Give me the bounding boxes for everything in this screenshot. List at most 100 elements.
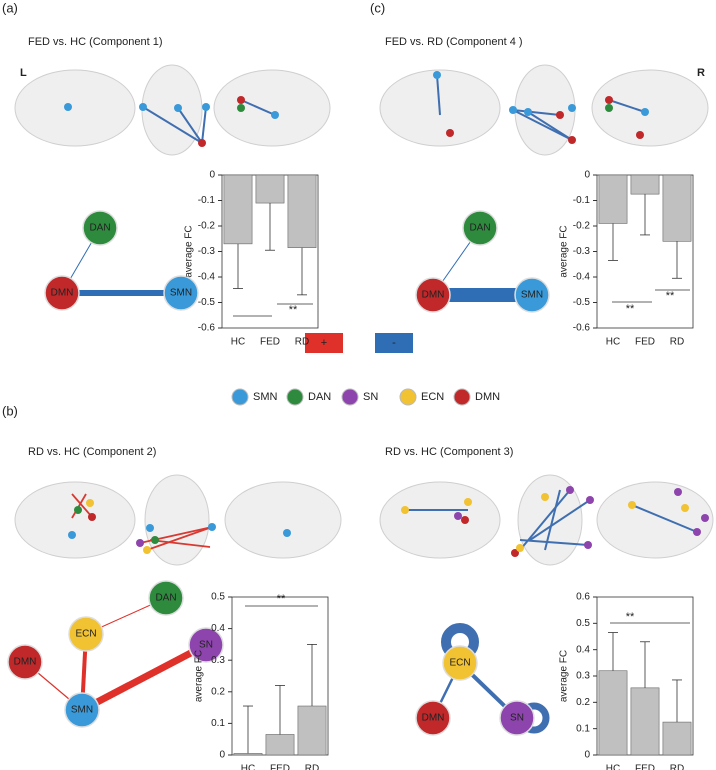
- panel-title: FED vs. HC (Component 1): [28, 36, 162, 48]
- y-axis-label: average FC: [194, 650, 205, 702]
- bar: [255, 174, 285, 204]
- legend-marker: [453, 388, 471, 406]
- network-edge: [80, 641, 208, 714]
- y-tick-label: -0.3: [198, 246, 216, 257]
- network-node: [163, 275, 199, 311]
- sign-swatch: [305, 333, 343, 353]
- legend-marker: [286, 388, 304, 406]
- y-tick-label: 0.3: [211, 655, 225, 666]
- y-tick-label: 0: [584, 750, 590, 761]
- hemisphere-label: R: [697, 67, 705, 79]
- y-tick-label: 0.5: [211, 592, 225, 603]
- error-bar: [243, 705, 253, 754]
- error-bar: [297, 247, 307, 296]
- y-tick-label: -0.6: [573, 323, 591, 334]
- x-tick-label: HC: [606, 337, 620, 348]
- panel-label: (b): [2, 403, 18, 418]
- sign-label: -: [392, 337, 396, 349]
- y-tick-label: -0.6: [198, 323, 216, 334]
- significance-label: **: [277, 593, 286, 605]
- error-bar: [640, 194, 650, 236]
- x-tick-label: RD: [305, 764, 319, 770]
- node-label: SMN: [521, 290, 543, 301]
- legend-label: DMN: [475, 391, 500, 403]
- network-node: [82, 210, 118, 246]
- legend-label: SN: [363, 391, 378, 403]
- node-label: SMN: [71, 705, 93, 716]
- node-label: DMN: [422, 713, 445, 724]
- x-tick-label: FED: [635, 337, 655, 348]
- network-node: [442, 645, 478, 681]
- network-node: [514, 277, 550, 313]
- y-tick-label: 0: [584, 170, 590, 181]
- bar: [630, 687, 660, 756]
- hemisphere-label: L: [20, 67, 27, 79]
- x-tick-label: RD: [670, 764, 684, 770]
- y-tick-label: 0.5: [576, 618, 590, 629]
- y-tick-label: -0.3: [573, 246, 591, 257]
- bar: [287, 174, 317, 248]
- node-label: SN: [199, 640, 213, 651]
- x-tick-label: RD: [670, 337, 684, 348]
- node-label: DAN: [155, 593, 176, 604]
- y-tick-label: -0.1: [198, 195, 216, 206]
- y-tick-label: 0.6: [576, 592, 590, 603]
- x-tick-label: FED: [260, 337, 280, 348]
- node-label: SN: [510, 713, 524, 724]
- sign-label: +: [321, 337, 327, 349]
- y-tick-label: 0.1: [576, 723, 590, 734]
- node-label: SMN: [170, 288, 192, 299]
- error-bar: [275, 685, 285, 735]
- y-tick-label: 0.4: [211, 623, 225, 634]
- y-tick-label: 0.1: [211, 718, 225, 729]
- y-tick-label: -0.5: [198, 297, 216, 308]
- node-label: ECN: [449, 658, 470, 669]
- bar: [662, 721, 692, 756]
- node-label: DAN: [469, 223, 490, 234]
- legend-marker: [231, 388, 249, 406]
- y-axis-label: average FC: [559, 650, 570, 702]
- y-tick-label: 0: [209, 170, 215, 181]
- x-tick-label: RD: [295, 337, 309, 348]
- network-node: [499, 700, 535, 736]
- error-bar: [307, 644, 317, 707]
- x-tick-label: FED: [270, 764, 290, 770]
- node-label: DMN: [14, 657, 37, 668]
- y-tick-label: -0.2: [198, 221, 216, 232]
- legend-marker: [341, 388, 359, 406]
- legend-label: SMN: [253, 391, 278, 403]
- legend-marker: [399, 388, 417, 406]
- brain-views: [14, 64, 714, 566]
- bar: [233, 753, 263, 756]
- y-tick-label: 0.4: [576, 644, 590, 655]
- panel-title: FED vs. RD (Component 4 ): [385, 36, 523, 48]
- error-bar: [640, 641, 650, 688]
- y-tick-label: -0.4: [573, 272, 591, 283]
- y-axis-label: average FC: [184, 225, 195, 277]
- sign-swatch: [375, 333, 413, 353]
- panel-label: (c): [370, 0, 385, 15]
- node-label: DMN: [51, 288, 74, 299]
- significance-label: **: [666, 290, 675, 302]
- network-node: [44, 275, 80, 311]
- bar: [598, 670, 628, 756]
- error-bar: [608, 632, 618, 671]
- y-tick-label: 0.2: [576, 697, 590, 708]
- legend-label: ECN: [421, 391, 444, 403]
- error-bar: [233, 243, 243, 289]
- network-node: [64, 692, 100, 728]
- node-label: DMN: [422, 290, 445, 301]
- bar: [662, 174, 692, 242]
- bar: [598, 174, 628, 224]
- network-node: [7, 644, 43, 680]
- panel-title: RD vs. HC (Component 2): [28, 446, 156, 458]
- significance-label: **: [289, 304, 298, 316]
- error-bar: [672, 679, 682, 723]
- network-node: [462, 210, 498, 246]
- x-tick-label: HC: [241, 764, 255, 770]
- error-bar: [265, 203, 275, 251]
- y-tick-label: 0: [219, 750, 225, 761]
- significance-label: **: [626, 611, 635, 623]
- x-tick-label: HC: [606, 764, 620, 770]
